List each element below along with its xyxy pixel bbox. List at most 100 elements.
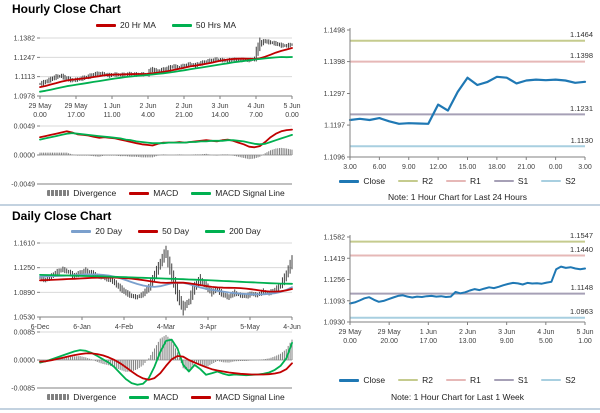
weekly-pivot-panel: 1.1547 1.1440 1.1148 1.0963 1.1582 1.1419 1.12… [300,207,600,411]
hourly-macd-plot: 0.0049 0.0000 -0.0049 [11,124,293,189]
svg-text:1.1093: 1.1093 [324,298,346,305]
legend-item-20hr-ma: 20 Hr MA [95,20,156,30]
svg-text:1.1197: 1.1197 [324,123,345,130]
svg-text:9.00: 9.00 [402,164,416,171]
svg-text:4-Jun: 4-Jun [283,324,301,331]
svg-text:1.0530: 1.0530 [14,315,36,322]
legend-item-close: Close [339,176,385,186]
legend-item-50hrs-ma: 50 Hrs MA [171,20,236,30]
svg-text:0.0000: 0.0000 [14,358,36,365]
daily-chart-title: Daily Close Chart [12,209,112,223]
hourly-pivot-panel: 1.1464 1.1398 1.1231 1.1130 1.1498 1.1398 1.12… [300,0,600,205]
legend-item-s2: S2 [541,375,576,385]
svg-text:1.1130: 1.1130 [571,136,593,145]
line-swatch [205,229,226,233]
legend-item-macd-signal: MACD Signal Line [191,392,285,402]
line-swatch [138,229,159,233]
line-swatch [339,378,360,382]
line-swatch [541,379,562,381]
daily-close-plot: 1.1610 1.1250 1.0890 1.0530 6-Dec 6-Jan 4-Feb 4… [14,241,301,332]
svg-text:1.1398: 1.1398 [570,51,593,60]
daily-close-panel: Daily Close Chart 20 Day 50 Day 200 Day … [0,207,301,411]
line-swatch [398,379,419,381]
legend-item-divergence: Divergence [47,392,116,402]
svg-text:1.1547: 1.1547 [570,231,593,240]
line-swatch [129,191,150,195]
svg-text:1.1231: 1.1231 [570,104,593,113]
svg-text:3.00: 3.00 [578,164,592,171]
svg-text:18.00: 18.00 [488,164,506,171]
hourly-chart-title: Hourly Close Chart [12,2,121,16]
svg-text:1.0930: 1.0930 [324,320,346,327]
svg-text:6-Jan: 6-Jan [73,324,91,331]
svg-text:1.1256: 1.1256 [324,277,346,284]
line-swatch [541,180,562,182]
bar-swatch [47,394,70,400]
svg-text:1.1148: 1.1148 [571,283,593,292]
horizontal-divider [0,204,600,206]
hourly-close-plot: 1.1382 1.1247 1.1113 1.0978 29 May 0.00 29 May… [14,36,301,120]
legend-item-200day: 200 Day [205,226,261,236]
daily-ma-legend: 20 Day 50 Day 200 Day [40,226,292,236]
svg-text:1.0963: 1.0963 [570,307,593,316]
hourly-macd-legend: Divergence MACD MACD Signal Line [40,188,292,198]
svg-text:12.00: 12.00 [429,164,447,171]
line-swatch [493,180,514,182]
line-swatch [171,23,192,27]
svg-text:1.0978: 1.0978 [14,94,36,101]
line-swatch [191,191,212,195]
legend-item-r1: R1 [445,375,481,385]
svg-text:3-Apr: 3-Apr [199,324,217,331]
daily-macd-plot: 0.0085 0.0000 -0.0085 [11,330,293,393]
hourly-pivot-note: Note: 1 Hour Chart for Last 24 Hours [388,192,527,202]
legend-item-macd: MACD [129,188,178,198]
svg-text:0.0085: 0.0085 [14,330,36,337]
svg-text:1.0890: 1.0890 [14,290,36,297]
svg-text:0.00: 0.00 [549,164,563,171]
svg-text:1.1297: 1.1297 [324,91,346,98]
svg-text:1.1582: 1.1582 [324,235,346,242]
svg-text:1.1610: 1.1610 [14,241,36,248]
legend-item-close: Close [339,375,385,385]
legend-item-20day: 20 Day [71,226,122,236]
svg-text:1.1382: 1.1382 [14,36,36,43]
svg-text:6-Dec: 6-Dec [31,324,50,331]
legend-item-r2: R2 [398,176,433,186]
legend-item-s2: S2 [541,176,576,186]
svg-text:4-Feb: 4-Feb [115,324,133,331]
svg-text:-0.0085: -0.0085 [11,386,35,393]
svg-text:0.0000: 0.0000 [14,153,36,160]
svg-text:1.1250: 1.1250 [14,265,36,272]
bar-swatch [47,190,70,196]
legend-item-macd: MACD [129,392,178,402]
weekly-pivot-plot: 1.1547 1.1440 1.1148 1.0963 1.1582 1.1419 1.12… [324,231,594,345]
svg-text:15.00: 15.00 [459,164,477,171]
line-swatch [71,229,92,233]
svg-text:6.00: 6.00 [373,164,387,171]
svg-text:0.0049: 0.0049 [14,124,36,131]
daily-macd-legend: Divergence MACD MACD Signal Line [40,392,292,402]
line-swatch [493,379,514,381]
weekly-pivot-note: Note: 1 Hour Chart for Last 1 Week [390,392,525,402]
hourly-ma-legend: 20 Hr MA 50 Hrs MA [40,20,292,30]
svg-text:3.00: 3.00 [343,164,357,171]
svg-text:1.1419: 1.1419 [324,256,346,263]
svg-text:1.1498: 1.1498 [324,28,346,35]
svg-text:1.1096: 1.1096 [324,155,346,162]
svg-text:1.1247: 1.1247 [14,55,36,62]
hourly-pivot-plot: 1.1464 1.1398 1.1231 1.1130 1.1498 1.1398 1.12… [324,28,593,172]
hourly-close-panel: Hourly Close Chart 20 Hr MA 50 Hrs MA 1.… [0,0,300,205]
